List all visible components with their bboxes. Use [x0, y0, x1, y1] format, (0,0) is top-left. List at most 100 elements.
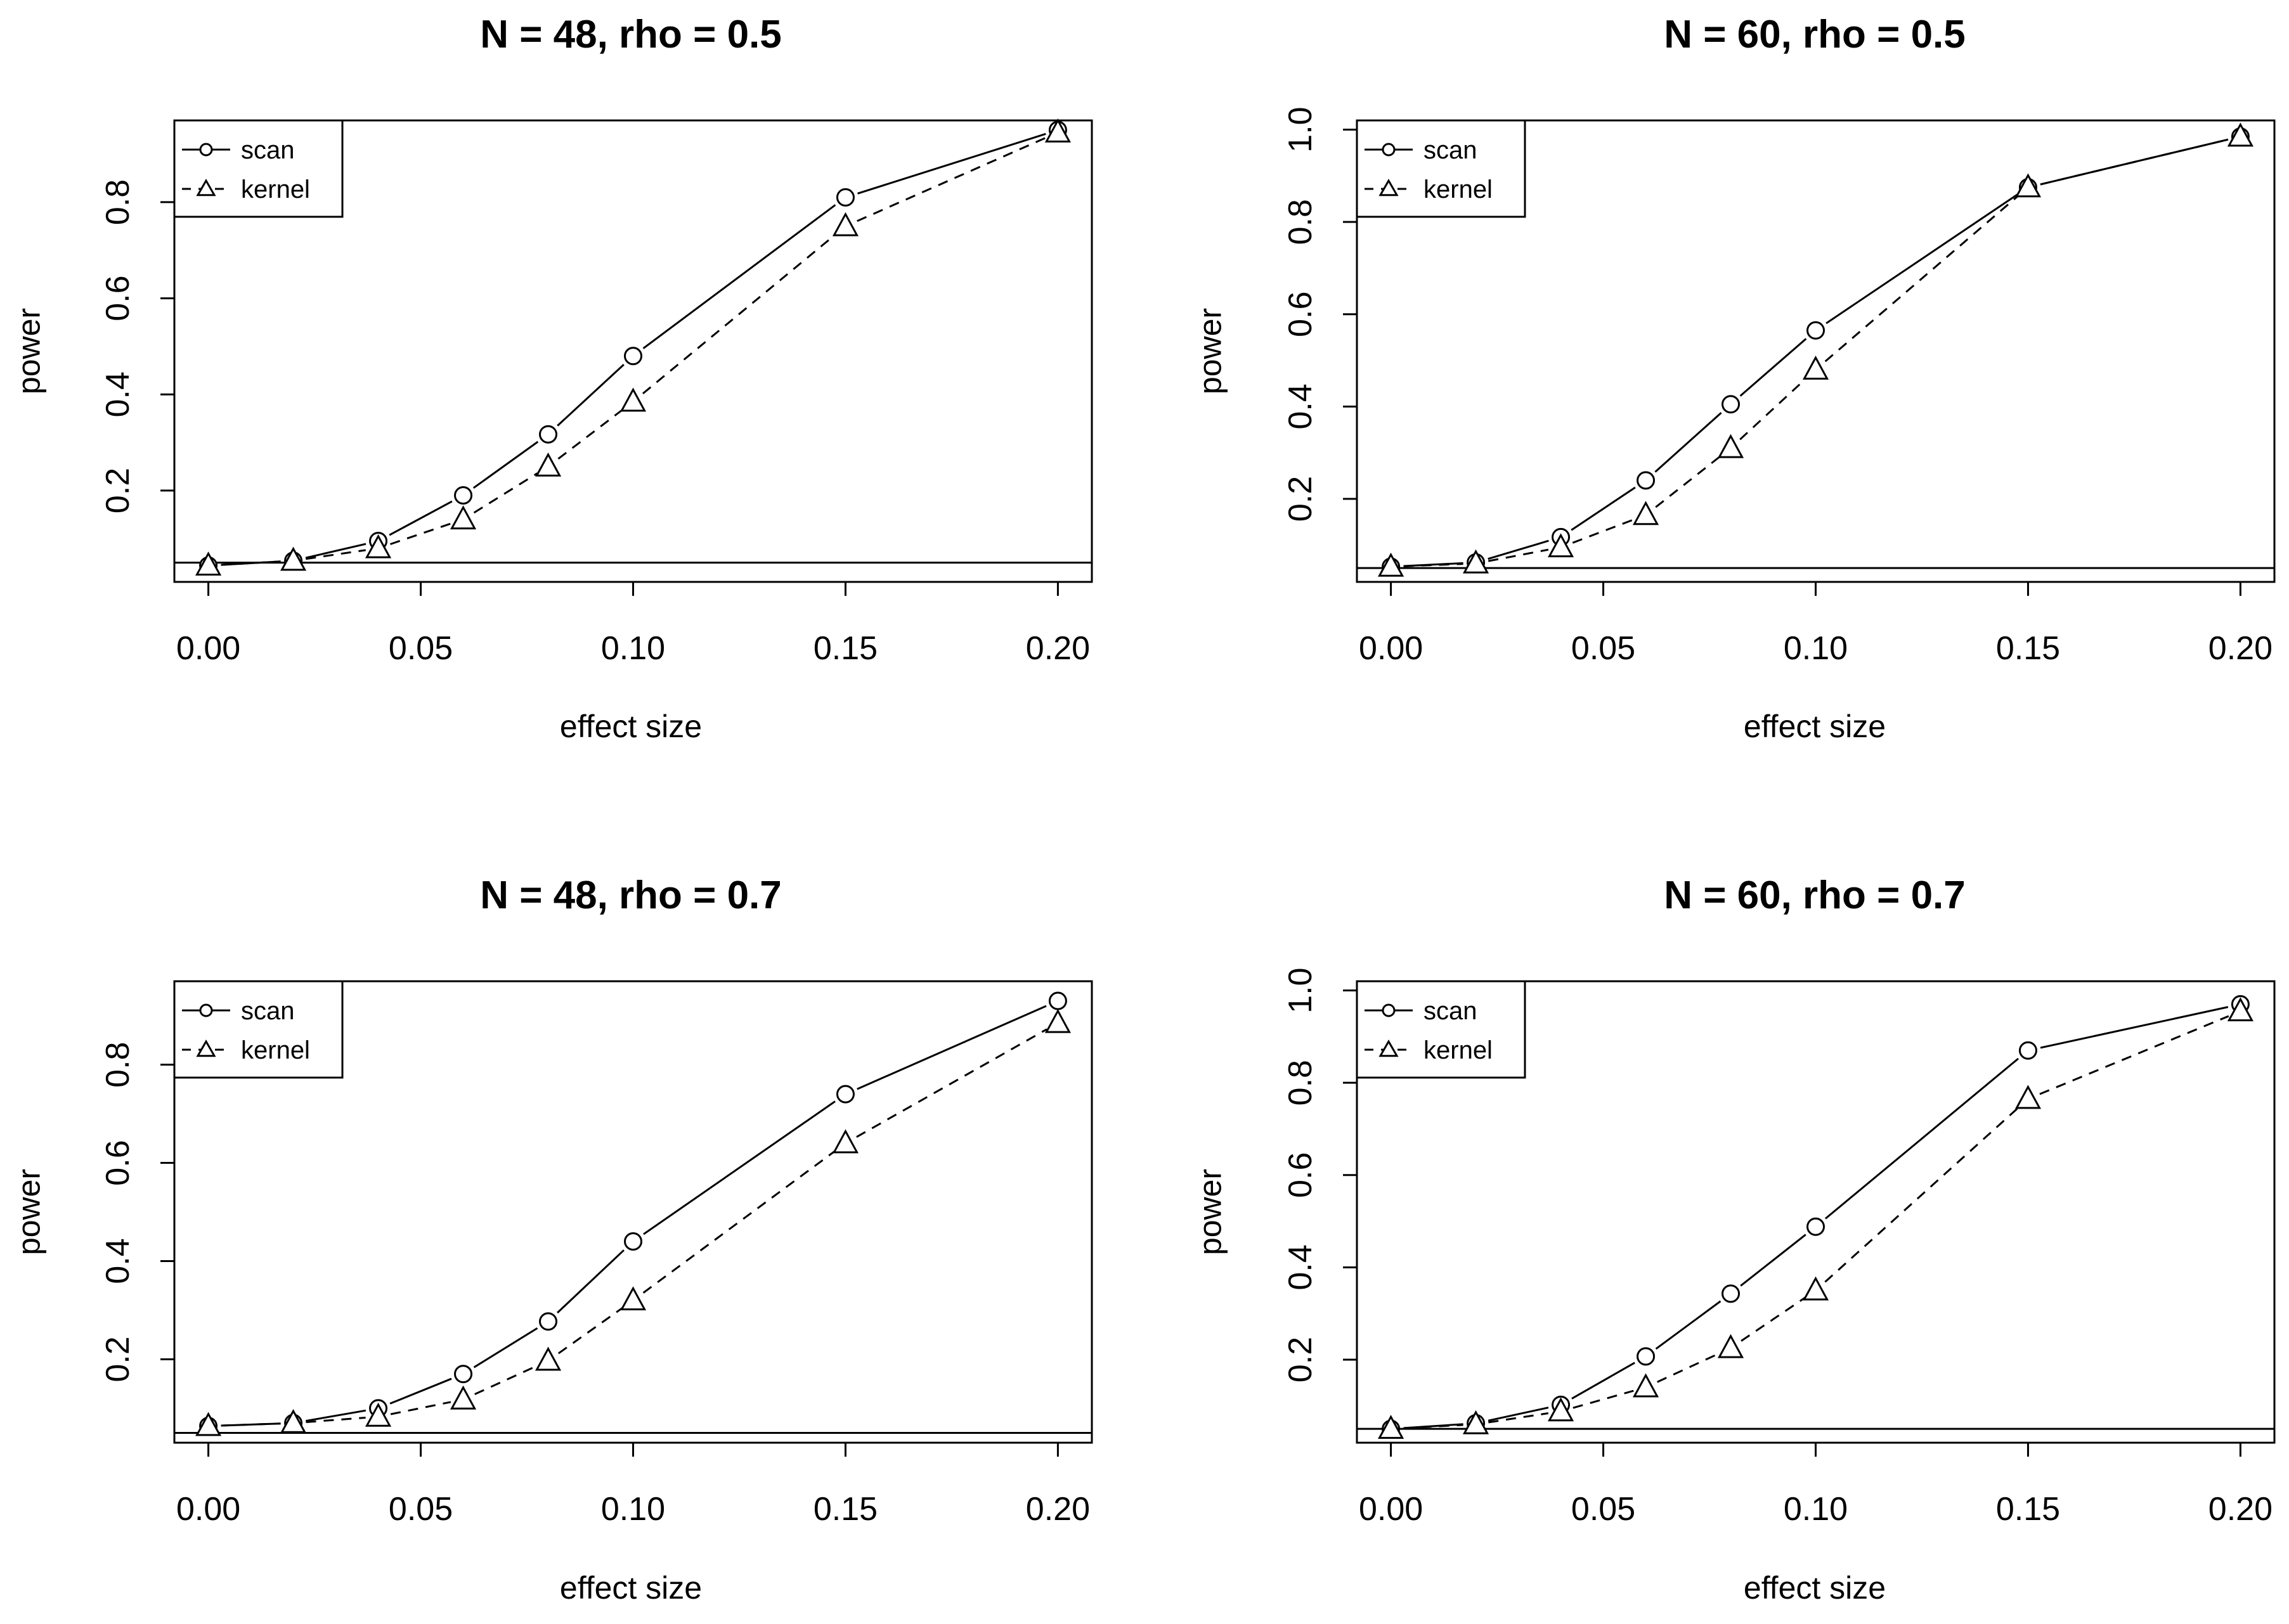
x-tick-label: 0.15 [1996, 630, 2060, 667]
legend-label-kernel: kernel [241, 176, 310, 203]
series-kernel-point [1717, 1334, 1744, 1358]
series-kernel-segment [1403, 1424, 1463, 1429]
legend-marker-scan [199, 143, 213, 157]
y-tick-label: 0.8 [100, 179, 136, 225]
series-scan-segment [2040, 1006, 2229, 1049]
legend-label-kernel: kernel [1423, 176, 1493, 203]
y-tick-label: 0.2 [1282, 1337, 1319, 1382]
x-axis-label: effect size [560, 1570, 702, 1606]
chart-title: N = 48, rho = 0.7 [480, 873, 782, 917]
series-kernel-point [195, 551, 222, 576]
legend-label-scan: scan [1423, 136, 1477, 164]
series-scan-segment [389, 1377, 452, 1405]
x-tick-label: 0.10 [601, 1491, 665, 1528]
series-scan-segment [1571, 486, 1636, 531]
series-kernel-segment [1824, 1106, 2020, 1283]
series-kernel-point [1632, 501, 1659, 525]
series-kernel-point [1632, 1373, 1659, 1398]
series-scan-point [836, 1085, 855, 1104]
series-scan-segment [1739, 338, 1807, 397]
series-kernel-point [2014, 173, 2042, 198]
x-tick-label: 0.20 [1026, 1491, 1090, 1528]
series-scan-segment [643, 1100, 836, 1235]
series-kernel-point [450, 1385, 477, 1410]
y-tick-label: 0.6 [1282, 292, 1319, 337]
series-kernel-segment [473, 472, 538, 514]
series-kernel-segment [1741, 1296, 1806, 1342]
series-scan-point [1637, 1347, 1656, 1366]
series-kernel-point [832, 1129, 859, 1154]
legend-box [173, 119, 344, 218]
y-axis-label: power [11, 1169, 47, 1255]
y-axis-label: power [11, 308, 47, 394]
series-kernel-segment [2040, 138, 2229, 186]
legend-label-scan: scan [241, 997, 295, 1025]
legend-box [1356, 980, 1526, 1079]
series-scan-segment [857, 1005, 1047, 1090]
x-tick-label: 0.15 [1996, 1491, 2060, 1528]
x-tick-label: 0.20 [2208, 630, 2273, 667]
legend-marker-kernel [1378, 1039, 1399, 1057]
legend-marker-scan [1382, 1003, 1396, 1017]
series-scan-segment [857, 132, 1046, 195]
series-scan-segment [642, 204, 836, 349]
series-scan-segment [1825, 193, 2018, 325]
series-scan-point [1806, 321, 1825, 340]
series-kernel-segment [557, 1306, 624, 1355]
x-axis-label: effect size [560, 709, 702, 744]
x-tick-label: 0.20 [1026, 630, 1090, 667]
series-scan-segment [305, 543, 366, 559]
y-tick-label: 0.6 [100, 275, 136, 321]
series-kernel-point [1717, 434, 1744, 458]
x-tick-label: 0.10 [1784, 630, 1848, 667]
x-tick-label: 0.10 [1784, 1491, 1848, 1528]
series-scan-segment [1655, 1300, 1722, 1350]
series-kernel-point [1547, 1397, 1574, 1422]
series-kernel-segment [474, 1365, 537, 1395]
series-scan-point [836, 188, 855, 207]
chart-title: N = 60, rho = 0.5 [1664, 13, 1966, 56]
legend: scan kernel [1356, 119, 1526, 218]
legend-label-kernel: kernel [241, 1036, 310, 1064]
series-scan-segment [306, 1409, 366, 1422]
series-kernel-point [280, 1408, 307, 1433]
chart-panel-3: N = 48, rho = 0.7 0.00 0.05 0.10 0.15 0.20 0.2… [11, 873, 1093, 1606]
series-kernel-point [1802, 1276, 1829, 1301]
legend-label-scan: scan [1423, 997, 1477, 1025]
series-kernel-segment [306, 549, 366, 560]
legend-label-kernel: kernel [1423, 1036, 1493, 1064]
x-tick-label: 0.00 [176, 630, 240, 667]
y-tick-label: 0.2 [100, 1336, 136, 1382]
series-kernel-segment [221, 1422, 281, 1427]
series-kernel-segment [642, 233, 836, 395]
legend-marker-scan [1382, 143, 1396, 157]
legend: scan kernel [1356, 980, 1526, 1079]
series-kernel-point [1802, 355, 1829, 380]
series-kernel-segment [1572, 519, 1635, 544]
y-tick-label: 0.4 [100, 1238, 136, 1284]
series-scan-point [539, 425, 558, 444]
y-tick-label: 0.8 [1282, 1060, 1319, 1105]
series-scan-point [539, 1312, 558, 1331]
y-tick-label: 0.2 [100, 468, 136, 513]
series-scan-point [1722, 395, 1741, 414]
series-kernel-point [195, 1412, 222, 1436]
series-scan-segment [1488, 539, 1549, 560]
series-kernel-point [1463, 1410, 1489, 1434]
y-tick-label: 0.4 [1282, 1244, 1319, 1290]
legend-label-scan: scan [241, 136, 295, 164]
legend-box [1356, 119, 1526, 218]
x-tick-label: 0.05 [389, 1491, 453, 1528]
series-kernel-point [280, 546, 307, 571]
x-axis-label: effect size [1744, 709, 1886, 744]
series-kernel-point [535, 452, 562, 477]
y-tick-label: 1.0 [1282, 106, 1319, 152]
series-kernel-point [365, 1402, 392, 1427]
y-tick-label: 1.0 [1282, 967, 1319, 1013]
series-kernel-point [832, 212, 859, 236]
chart-panel-1: N = 48, rho = 0.5 0.00 0.05 0.10 0.15 0.20 0.2… [11, 13, 1093, 744]
series-kernel-segment [642, 1150, 836, 1294]
y-tick-label: 0.4 [100, 371, 136, 417]
y-tick-label: 0.6 [100, 1140, 136, 1185]
